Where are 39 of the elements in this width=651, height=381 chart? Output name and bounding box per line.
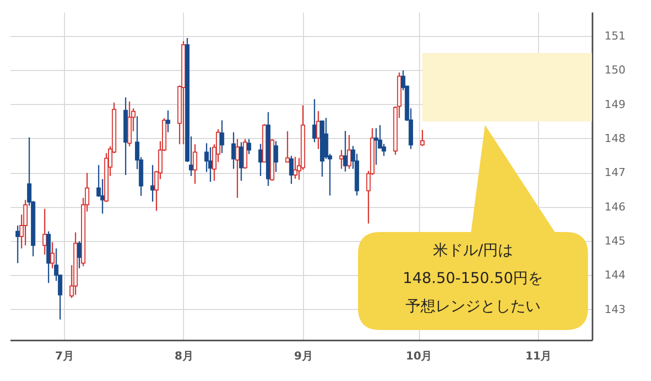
y-tick-label: 144 <box>604 268 626 282</box>
x-tick-label: 7月 <box>55 350 74 362</box>
y-tick-label: 151 <box>604 29 626 42</box>
y-tick-label: 145 <box>604 234 626 248</box>
candlestick <box>208 146 213 182</box>
candlestick <box>420 129 425 147</box>
x-tick-label: 9月 <box>294 350 313 362</box>
annotation: 予想レンジとしたい <box>404 296 542 317</box>
candlestick <box>316 110 321 150</box>
candlestick <box>274 140 278 172</box>
annotation: 米ドル/円は <box>432 240 514 261</box>
candlestick <box>382 143 386 156</box>
x-tick-label: 10月 <box>406 350 432 362</box>
y-tick-label: 146 <box>604 200 626 214</box>
candlestick <box>220 120 224 154</box>
candlestick <box>16 224 20 264</box>
candlestick <box>289 155 294 184</box>
candlestick <box>150 164 155 202</box>
candlestick <box>343 130 348 172</box>
y-tick-label: 147 <box>604 166 626 180</box>
y-tick-label: 148 <box>604 132 626 145</box>
candlestick <box>23 199 28 246</box>
y-tick-label: 143 <box>604 302 626 316</box>
candlestick <box>239 142 244 182</box>
candlestick <box>235 138 240 198</box>
y-tick-label: 150 <box>604 64 626 77</box>
candlestick <box>192 144 198 184</box>
candlestick <box>42 208 47 256</box>
y-tick-label: 149 <box>604 98 626 111</box>
x-tick-label: 11月 <box>525 350 552 362</box>
x-tick-label: 8月 <box>174 350 194 362</box>
candlestick <box>77 240 82 269</box>
candlestick <box>346 134 352 170</box>
candlestick <box>293 156 298 180</box>
candlestick <box>50 242 55 269</box>
candlestick <box>246 138 252 155</box>
candlestick <box>374 128 378 166</box>
annotation: 148.50-150.50円を <box>402 268 544 289</box>
candlestick <box>166 110 170 133</box>
